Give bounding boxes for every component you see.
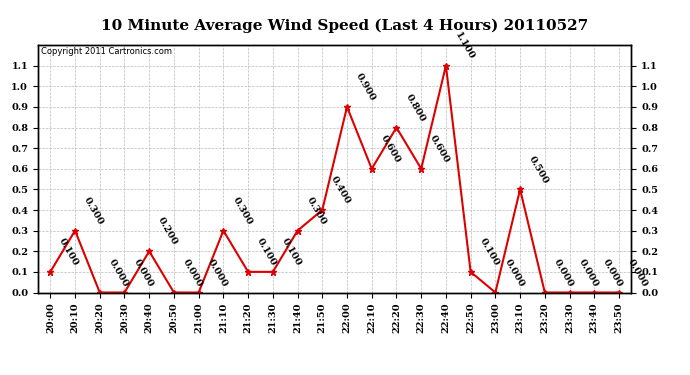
Text: 0.500: 0.500	[527, 154, 550, 185]
Text: 0.900: 0.900	[354, 72, 377, 103]
Text: 0.300: 0.300	[82, 195, 105, 226]
Text: 0.000: 0.000	[626, 257, 649, 288]
Text: 0.000: 0.000	[601, 257, 624, 288]
Text: 0.000: 0.000	[552, 257, 575, 288]
Text: 0.600: 0.600	[379, 134, 402, 165]
Text: 0.100: 0.100	[279, 237, 303, 268]
Text: 0.000: 0.000	[502, 257, 526, 288]
Text: 1.100: 1.100	[453, 31, 476, 62]
Text: 0.800: 0.800	[404, 92, 426, 123]
Text: 10 Minute Average Wind Speed (Last 4 Hours) 20110527: 10 Minute Average Wind Speed (Last 4 Hou…	[101, 19, 589, 33]
Text: Copyright 2011 Cartronics.com: Copyright 2011 Cartronics.com	[41, 48, 172, 57]
Text: 0.100: 0.100	[255, 237, 278, 268]
Text: 0.000: 0.000	[576, 257, 600, 288]
Text: 0.000: 0.000	[181, 257, 204, 288]
Text: 0.000: 0.000	[131, 257, 155, 288]
Text: 0.000: 0.000	[107, 257, 130, 288]
Text: 0.300: 0.300	[230, 195, 253, 226]
Text: 0.300: 0.300	[304, 195, 328, 226]
Text: 0.200: 0.200	[156, 216, 179, 247]
Text: 0.100: 0.100	[57, 237, 80, 268]
Text: 0.400: 0.400	[329, 175, 353, 206]
Text: 0.100: 0.100	[477, 237, 501, 268]
Text: 0.000: 0.000	[206, 257, 229, 288]
Text: 0.600: 0.600	[428, 134, 451, 165]
